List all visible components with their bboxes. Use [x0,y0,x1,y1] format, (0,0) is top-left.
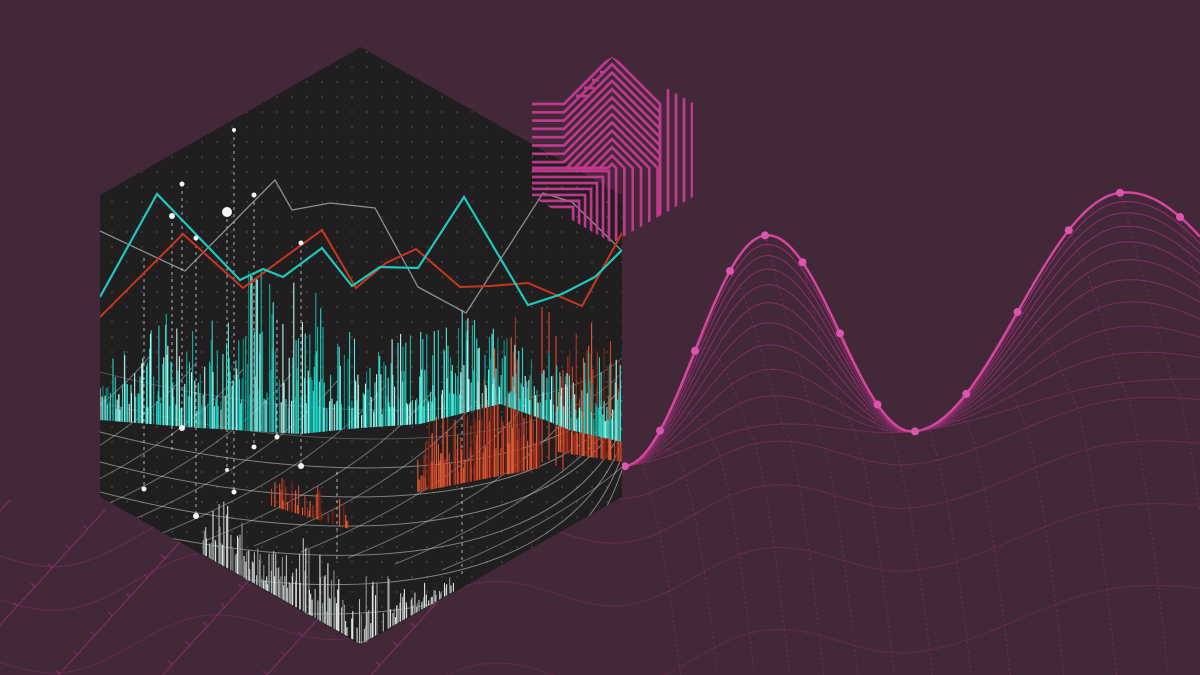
wave-node-dot [1064,226,1073,235]
floor-col [100,355,151,505]
wave-connector [802,262,896,675]
stripe-ring [532,175,605,243]
wave-mesh [0,188,1200,675]
floor-col [112,379,339,529]
stripe-ring [532,112,662,243]
red-bars [270,478,319,520]
scatter-dot-floor [231,489,237,495]
wave-node-dot [1176,212,1184,221]
histogram-teal [100,269,622,442]
stripe-ring [532,161,618,243]
scatter-dot-floor [193,513,199,519]
wave-node-dot [656,426,664,435]
wave-node-dot [691,346,699,355]
wave-node-dot [1013,308,1022,317]
wave-node-dot [621,462,629,471]
teal-bars [109,274,619,441]
scatter-dot-top [298,240,304,246]
red-series-line [100,228,622,318]
wave-node-dot [798,258,807,267]
stripe-ring [532,169,611,243]
scatter-dot-floor [251,444,257,450]
wave-echo-layer [559,212,1200,467]
wave-connector [1119,192,1200,516]
teal-bars [100,276,617,441]
red-bars [274,482,348,529]
wave-connector [966,384,1065,675]
wave-node-dot [1116,188,1124,197]
wave-echo-layer [559,378,1200,468]
wave-connector [877,404,972,675]
wave-echo-layer [0,503,1200,674]
floor-col [441,421,622,571]
scatter-dot-top [193,235,199,241]
wave-connector [624,448,719,675]
scatter-dot-floor [179,425,185,431]
scatter-dot-top [222,207,232,217]
wave-connector [764,235,859,675]
scatter-dot-top [169,213,175,219]
wave-echo-layer [559,351,1200,468]
wave-node-dot [911,427,919,436]
floor-col [100,367,245,517]
wave-echo-layer [446,585,1200,675]
wave-connector [659,410,755,675]
teal-series-line [100,192,622,307]
scatter-dot-floor [225,468,229,472]
floor-col [347,409,574,559]
wave-connector [839,333,933,675]
red-bars [280,486,349,529]
scatter-dot-floor [298,463,304,469]
wave-node-dot [726,266,734,275]
floor-col [253,397,480,547]
scatter-dots [141,128,304,519]
wave-echo-layer [559,259,1200,467]
wave-echo-layer [559,241,1200,467]
floor-row [100,427,622,556]
wave-node-dot [836,329,844,338]
wave-node-dot [962,389,971,398]
scatter-dot-floor [141,486,147,492]
scatter-dot-top [179,181,185,187]
wave-echo-layer [559,325,1200,467]
scatter-dot-top [232,128,236,132]
white-bars [205,505,454,641]
wave-connector [729,270,825,675]
scatter-dot-floor [274,434,280,440]
wave-echo-layer [559,279,1200,467]
stripe-ring [532,181,599,243]
wave-node-dot [873,400,882,409]
wave-node-dot [761,231,769,240]
wave-echo-layer [559,225,1200,467]
wave-connector [1068,230,1169,675]
scatter-dot-top [251,192,257,198]
histogram-white [202,501,454,644]
wave-echo-layer [559,301,1200,468]
chart-hexagon [100,47,622,645]
wave-main-curve [558,191,1200,468]
